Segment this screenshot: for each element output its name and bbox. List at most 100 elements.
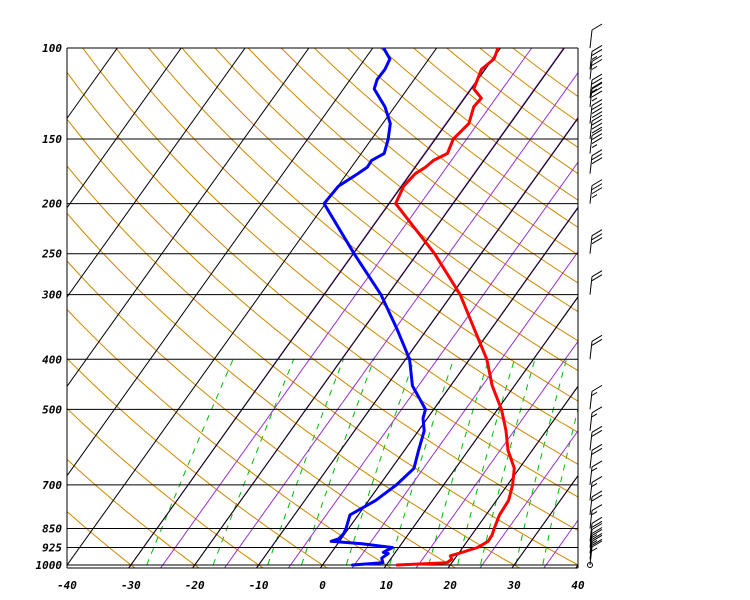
wind-barb [589,523,603,548]
wind-barb-flag [591,425,603,433]
wind-barb-half-flag [591,547,598,552]
temperature-tick-label: -10 [249,579,269,592]
isotherm-line [67,48,182,209]
wind-barb [589,114,603,140]
dry-adiabat-line [247,48,578,313]
wind-barb-flag [591,406,603,414]
wind-barb-staff [589,120,593,140]
wind-barb-flag [591,179,603,187]
wind-barb [589,406,603,431]
wind-barb-flag [591,447,603,455]
wind-barb [589,270,603,295]
wind-barb [589,516,603,542]
wind-barb-staff [589,185,593,204]
wind-barb [589,534,603,560]
wind-barb-staff [589,341,593,360]
wind-barb [589,460,603,485]
wind-barb-flag [591,48,603,56]
wind-barb-staff [589,29,593,49]
dry-adiabat-line [214,48,578,342]
wind-barb-half-flag [591,467,598,472]
wind-barb-staff [589,155,593,174]
wind-barb-flag [591,237,603,245]
wind-barb-staff [589,535,593,554]
wind-barb-half-flag [591,540,598,544]
isotherm-line [511,474,578,568]
mixing-ratio-line [514,359,567,568]
wind-barb [589,129,603,154]
wind-barb-flag [591,475,603,483]
wind-barb-half-flag [591,413,598,418]
mixing-ratio-line [266,359,344,568]
wind-barb-flag [591,129,603,136]
mixing-ratio-line [479,359,536,568]
wind-barb [589,490,603,515]
wind-barb [589,99,603,124]
wind-barb-staff [589,466,593,485]
wind-barb-half-flag [591,482,598,487]
mixing-ratio-line [427,359,490,568]
wind-barb-flag [591,233,603,241]
isobar-lines [67,47,578,566]
isotherm-line [67,48,374,477]
dry-adiabat-line [115,48,578,433]
sounding-profiles [322,48,516,567]
wind-barb-flag [591,107,603,114]
wind-barb-flag [591,86,603,94]
dry-adiabat-line [380,48,578,201]
wind-barb-staff [589,541,593,560]
wind-barb-half-flag [591,97,598,102]
wind-barb-flag [591,527,603,534]
wind-barb-staff [589,61,593,80]
wind-barb [589,149,603,174]
temperature-tick-label: -40 [57,579,77,592]
dry-adiabat-line [67,357,329,568]
wind-barb-half-flag [591,88,598,93]
wind-barb [589,425,603,451]
wind-barb-flag [591,270,603,278]
pressure-axis-labels: 1000 925 850 700 500 400 300 250 200 150 100 [36,42,63,572]
wind-barb-half-flag [591,194,598,199]
pressure-tick-label: 850 [42,523,62,536]
wind-barb-flag [591,149,603,157]
dewpoint-profile-line [322,48,427,567]
wind-barb-staff [589,276,593,295]
wind-barb-flag [591,274,603,282]
isotherm-line [67,48,310,388]
wind-barb-staff [589,529,593,548]
moist-adiabat-line [351,251,578,568]
wind-barb-staff [589,412,593,431]
pressure-tick-label: 400 [42,353,62,366]
wind-barb-staff [589,135,593,154]
wind-barb-staff [589,546,593,566]
wind-barb-staff [589,235,593,254]
wind-barb-flag [591,183,603,191]
wind-barb-flag [591,516,603,524]
pressure-tick-label: 500 [42,403,62,416]
temperature-tick-label: -30 [121,579,141,592]
wind-barb-flag [591,103,603,110]
dry-adiabat-line [181,48,578,372]
wind-barb-column [587,23,603,568]
wind-barb-flag [591,73,603,81]
wind-barb-flag [591,460,603,468]
wind-barb-flag [591,58,603,66]
dry-adiabat-line [67,71,578,498]
wind-barb-flag [591,504,603,511]
wind-barb-flag [591,114,603,122]
mixing-ratio-line [388,359,454,568]
isotherm-line [255,117,578,568]
dry-adiabat-line [67,407,264,568]
moist-adiabat-line [543,519,578,568]
wind-barb-half-flag [591,391,598,396]
isotherm-line [319,206,578,568]
dry-adiabat-line [280,48,578,284]
moist-adiabat-line [223,71,578,568]
wind-barb-half-flag [591,144,598,148]
wind-barb-flag [591,187,603,195]
pressure-tick-label: 925 [42,541,62,554]
dry-adiabat-line [148,48,578,402]
wind-barb [589,44,603,70]
wind-barb-staff [589,105,593,124]
